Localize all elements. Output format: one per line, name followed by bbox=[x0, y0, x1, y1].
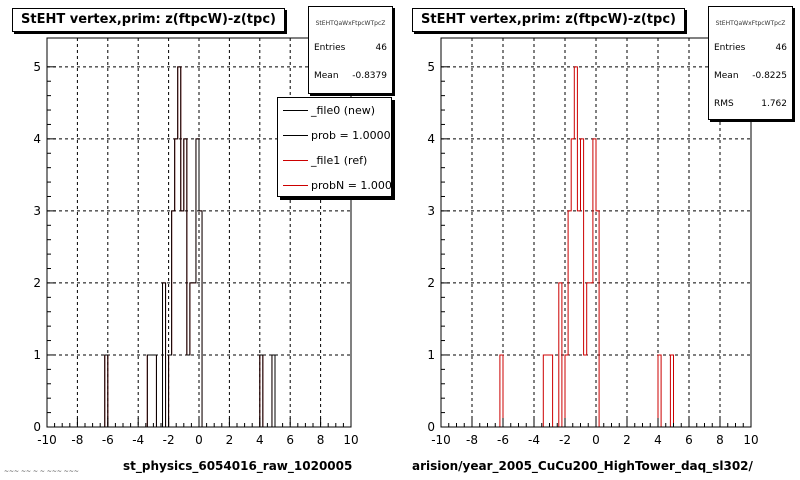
left-ytick-label-5: 5 bbox=[33, 60, 41, 74]
left-stats-entries-row: Entries 46 bbox=[309, 34, 392, 62]
left-xtick-label-1: -8 bbox=[71, 433, 83, 447]
legend-swatch-prob bbox=[283, 135, 308, 136]
right-stats-rms-label: RMS bbox=[714, 99, 734, 109]
right-stats-mean-row: Mean -0.8225 bbox=[709, 62, 792, 90]
right-xtick-label-10: 10 bbox=[743, 433, 758, 447]
right-stats-rms-row: RMS 1.762 bbox=[709, 90, 792, 118]
right-stats-entries-value: 46 bbox=[775, 43, 787, 53]
legend-swatch-file0 bbox=[283, 110, 308, 111]
left-xtick-label-5: 0 bbox=[195, 433, 203, 447]
right-xtick-label-3: -4 bbox=[528, 433, 540, 447]
left-histogram-title: StEHT vertex,prim: z(ftpcW)-z(tpc) bbox=[12, 8, 285, 32]
right-stats-mean-value: -0.8225 bbox=[752, 71, 787, 81]
right-xtick-label-0: -10 bbox=[431, 433, 451, 447]
legend-swatch-probn bbox=[283, 185, 308, 186]
left-ytick-label-2: 2 bbox=[33, 276, 41, 290]
left-ytick-label-0: 0 bbox=[33, 420, 41, 434]
legend-label-file0: _file0 (new) bbox=[311, 104, 376, 117]
right-xtick-label-8: 6 bbox=[685, 433, 693, 447]
legend-label-probn: probN = 1.000000 bbox=[311, 179, 392, 192]
left-stats-mean-label: Mean bbox=[314, 71, 339, 81]
legend-entry-file0: _file0 (new) bbox=[278, 98, 391, 123]
left-stats-mean-row: Mean -0.8379 bbox=[309, 62, 392, 90]
legend-entry-probn: probN = 1.000000 bbox=[278, 173, 392, 196]
left-stats-entries-label: Entries bbox=[314, 43, 346, 53]
right-histogram-plot: -10 -8 -6 -4 -2 0 2 4 6 8 10 0 1 2 3 4 5 bbox=[427, 37, 759, 447]
left-ytick-label-1: 1 bbox=[33, 348, 41, 362]
left-ytick-label-4: 4 bbox=[33, 132, 41, 146]
left-stats-box: StEHTQaWxFtpcWTpcZ Entries 46 Mean -0.83… bbox=[308, 6, 393, 94]
left-xtick-label-0: -10 bbox=[37, 433, 57, 447]
right-xtick-label-6: 2 bbox=[623, 433, 631, 447]
right-histogram-pad: -10 -8 -6 -4 -2 0 2 4 6 8 10 0 1 2 3 4 5 StEHT vertex,pr… bbox=[400, 0, 800, 480]
left-histogram-pad: -10 -8 -6 -4 -2 0 2 4 6 8 10 0 1 2 3 4 5 StEHT vertex,pr… bbox=[4, 6, 393, 475]
right-stats-mean-label: Mean bbox=[714, 71, 739, 81]
left-file-label: st_physics_6054016_raw_1020005 bbox=[123, 459, 353, 473]
left-legend: _file0 (new) prob = 1.000000 _file1 (ref… bbox=[277, 97, 392, 197]
legend-entry-prob: prob = 1.000000 bbox=[278, 123, 391, 148]
left-stats-entries-value: 46 bbox=[375, 43, 387, 53]
legend-label-file1: _file1 (ref) bbox=[311, 154, 368, 167]
right-file-label: arision/year_2005_CuCu200_HighTower_daq_… bbox=[412, 459, 753, 473]
right-ytick-label-1: 1 bbox=[427, 348, 435, 362]
left-xtick-label-2: -6 bbox=[102, 433, 114, 447]
right-stats-box: StEHTQaWxFtpcWTpcZ Entries 46 Mean -0.82… bbox=[708, 6, 793, 120]
right-ytick-label-4: 4 bbox=[427, 132, 435, 146]
left-xtick-label-10: 10 bbox=[343, 433, 358, 447]
left-tiny-label: ~~~ ~~ ~ ~ ~~~ ~~~ bbox=[4, 468, 79, 475]
right-xtick-label-2: -6 bbox=[497, 433, 509, 447]
right-series-0 bbox=[441, 66, 751, 428]
left-xtick-label-6: 2 bbox=[226, 433, 234, 447]
right-xtick-label-5: 0 bbox=[592, 433, 600, 447]
legend-swatch-file1 bbox=[283, 160, 308, 161]
left-xtick-label-4: -2 bbox=[163, 433, 175, 447]
right-ytick-label-3: 3 bbox=[427, 204, 435, 218]
left-stats-mean-value: -0.8379 bbox=[352, 71, 387, 81]
right-xtick-label-4: -2 bbox=[559, 433, 571, 447]
left-xtick-label-9: 8 bbox=[317, 433, 325, 447]
right-ytick-label-2: 2 bbox=[427, 276, 435, 290]
left-ytick-label-3: 3 bbox=[33, 204, 41, 218]
left-xtick-label-7: 4 bbox=[256, 433, 264, 447]
right-xtick-label-7: 4 bbox=[654, 433, 662, 447]
legend-entry-file1: _file1 (ref) bbox=[278, 148, 391, 173]
legend-label-prob: prob = 1.000000 bbox=[311, 129, 391, 142]
right-stats-name: StEHTQaWxFtpcWTpcZ bbox=[715, 20, 786, 27]
left-histogram-plot: -10 -8 -6 -4 -2 0 2 4 6 8 10 0 1 2 3 4 5 bbox=[33, 37, 359, 447]
left-xtick-label-8: 6 bbox=[286, 433, 294, 447]
left-xtick-label-3: -4 bbox=[132, 433, 144, 447]
right-ytick-label-5: 5 bbox=[427, 60, 435, 74]
right-stats-entries-row: Entries 46 bbox=[709, 34, 792, 62]
right-ytick-label-0: 0 bbox=[427, 420, 435, 434]
right-stats-entries-label: Entries bbox=[714, 43, 746, 53]
right-stats-rms-value: 1.762 bbox=[761, 99, 787, 109]
right-xtick-label-9: 8 bbox=[716, 433, 724, 447]
right-histogram-title: StEHT vertex,prim: z(ftpcW)-z(tpc) bbox=[412, 8, 685, 32]
left-stats-name: StEHTQaWxFtpcWTpcZ bbox=[315, 20, 386, 27]
right-xtick-label-1: -8 bbox=[466, 433, 478, 447]
